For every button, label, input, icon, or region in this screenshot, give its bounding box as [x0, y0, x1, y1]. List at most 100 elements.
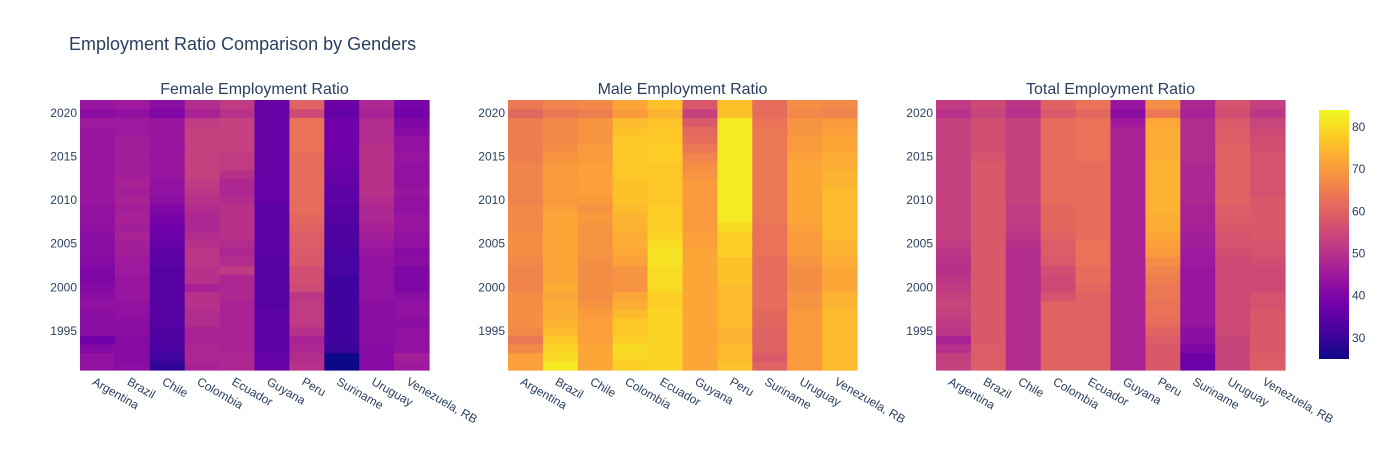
heatmap-cell: [394, 291, 430, 301]
heatmap-cell: [936, 100, 972, 110]
heatmap-cell: [149, 169, 186, 179]
heatmap-cell: [508, 352, 544, 362]
heatmap-cell: [219, 300, 256, 310]
heatmap-cell: [394, 230, 430, 240]
heatmap-cell: [289, 326, 325, 336]
heatmap-cell: [1180, 221, 1216, 232]
heatmap-cell: [1110, 239, 1146, 249]
heatmap-cell: [752, 274, 788, 284]
heatmap-cell: [787, 178, 823, 188]
heatmap-cell: [682, 152, 718, 162]
heatmap-cell: [324, 326, 360, 336]
heatmap-cell: [508, 152, 544, 162]
heatmap-cell: [508, 300, 544, 310]
heatmap-cell: [359, 265, 395, 275]
heatmap-cell: [114, 178, 151, 188]
heatmap-cell: [717, 204, 753, 214]
heatmap-cell: [184, 248, 221, 258]
heatmap-cell: [1250, 160, 1286, 171]
heatmap-cell: [1215, 343, 1251, 354]
heatmap-cell: [114, 256, 151, 267]
heatmap-cell: [936, 335, 972, 345]
heatmap-cell: [219, 134, 256, 145]
heatmap-cell: [970, 126, 1007, 136]
heatmap-cell: [149, 213, 186, 223]
heatmap-cell: [542, 221, 579, 232]
heatmap-cell: [1215, 160, 1251, 171]
heatmap-cell: [508, 178, 544, 188]
x-tick-label: Chile: [1016, 374, 1047, 400]
heatmap-cell: [1145, 100, 1181, 110]
heatmap-cell: [647, 117, 684, 127]
subplot-title: Total Employment Ratio: [1026, 81, 1195, 98]
heatmap-cell: [508, 291, 544, 301]
heatmap-cell: [717, 152, 753, 162]
x-tick-label: Venezuela, RB: [404, 374, 480, 426]
heatmap-cell: [1110, 134, 1146, 145]
heatmap-cell: [936, 126, 972, 136]
heatmap-cell: [577, 309, 614, 319]
heatmap-panel-3: Total Employment Ratio 1995 2000 2005 2010 20…: [906, 81, 1336, 426]
heatmap-cell: [647, 317, 684, 328]
heatmap-cell: [1180, 143, 1216, 153]
heatmap-cell: [717, 248, 753, 258]
heatmap-cell: [1005, 204, 1042, 214]
heatmap-cell: [219, 309, 256, 319]
heatmap-cell: [114, 326, 151, 336]
heatmap-cell: [612, 187, 649, 197]
heatmap-cell: [717, 282, 753, 293]
heatmap-cell: [114, 352, 151, 362]
heatmap-cell: [394, 126, 430, 136]
heatmap-cell: [1040, 195, 1077, 206]
heatmap-cell: [114, 195, 151, 206]
heatmap-cell: [508, 126, 544, 136]
heatmap-cell: [254, 256, 290, 267]
heatmap-cell: [936, 282, 972, 293]
heatmap-cell: [717, 300, 753, 310]
heatmap-cell: [542, 309, 579, 319]
heatmap-cell: [80, 230, 116, 240]
heatmap-cell: [682, 326, 718, 336]
heatmap-cell: [1145, 248, 1181, 258]
heatmap-cell: [149, 100, 186, 110]
heatmap-cell: [1215, 204, 1251, 214]
heatmap-cell: [577, 343, 614, 354]
heatmap-cell: [359, 169, 395, 179]
heatmap-cell: [219, 160, 256, 171]
heatmap-cell: [289, 108, 325, 119]
heatmap-cell: [1040, 213, 1077, 223]
heatmap-cell: [508, 282, 544, 293]
heatmap-cell: [508, 221, 544, 232]
heatmap-cell: [394, 343, 430, 354]
heatmap-cell: [508, 213, 544, 223]
heatmap-cell: [647, 282, 684, 293]
heatmap-cell: [612, 248, 649, 258]
heatmap-cell: [682, 317, 718, 328]
heatmap-cell: [1145, 274, 1181, 284]
heatmap-cell: [184, 187, 221, 197]
heatmap-cell: [184, 230, 221, 240]
heatmap-cell: [254, 309, 290, 319]
heatmap-cell: [359, 195, 395, 206]
heatmap-cell: [289, 160, 325, 171]
heatmap-cell: [717, 309, 753, 319]
heatmap-cell: [184, 204, 221, 214]
heatmap-cell: [1110, 256, 1146, 267]
heatmap-cell: [682, 187, 718, 197]
heatmap-cell: [612, 169, 649, 179]
heatmap-cell: [970, 187, 1007, 197]
heatmap-cell: [577, 300, 614, 310]
heatmap-cell: [114, 300, 151, 310]
heatmap-cell: [1110, 300, 1146, 310]
heatmap-cell: [1005, 326, 1042, 336]
heatmap-cell: [219, 256, 256, 267]
heatmap-cell: [1250, 274, 1286, 284]
heatmap-cell: [647, 126, 684, 136]
heatmap-cell: [682, 213, 718, 223]
heatmap-cell: [394, 134, 430, 145]
heatmap-cell: [717, 178, 753, 188]
heatmap-cell: [1110, 187, 1146, 197]
heatmap-cell: [1075, 221, 1112, 232]
heatmap-cell: [289, 309, 325, 319]
heatmap-cell: [254, 265, 290, 275]
